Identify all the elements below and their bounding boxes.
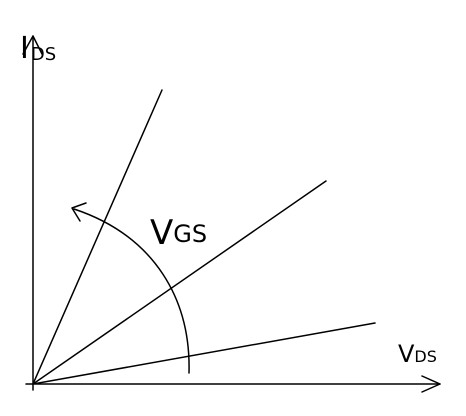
x-axis-label: VDS: [398, 340, 437, 368]
vgs-arc: [73, 208, 190, 374]
x-axis-arrow: [421, 375, 441, 393]
line-mid: [32, 180, 327, 385]
y-axis-arrow: [22, 35, 43, 55]
line-steep: [32, 89, 163, 385]
vgs-arc-arrow: [71, 202, 87, 222]
line-shallow: [32, 322, 376, 385]
y-axis-label: I DS: [20, 31, 56, 66]
curve-label: VGS: [150, 213, 207, 253]
